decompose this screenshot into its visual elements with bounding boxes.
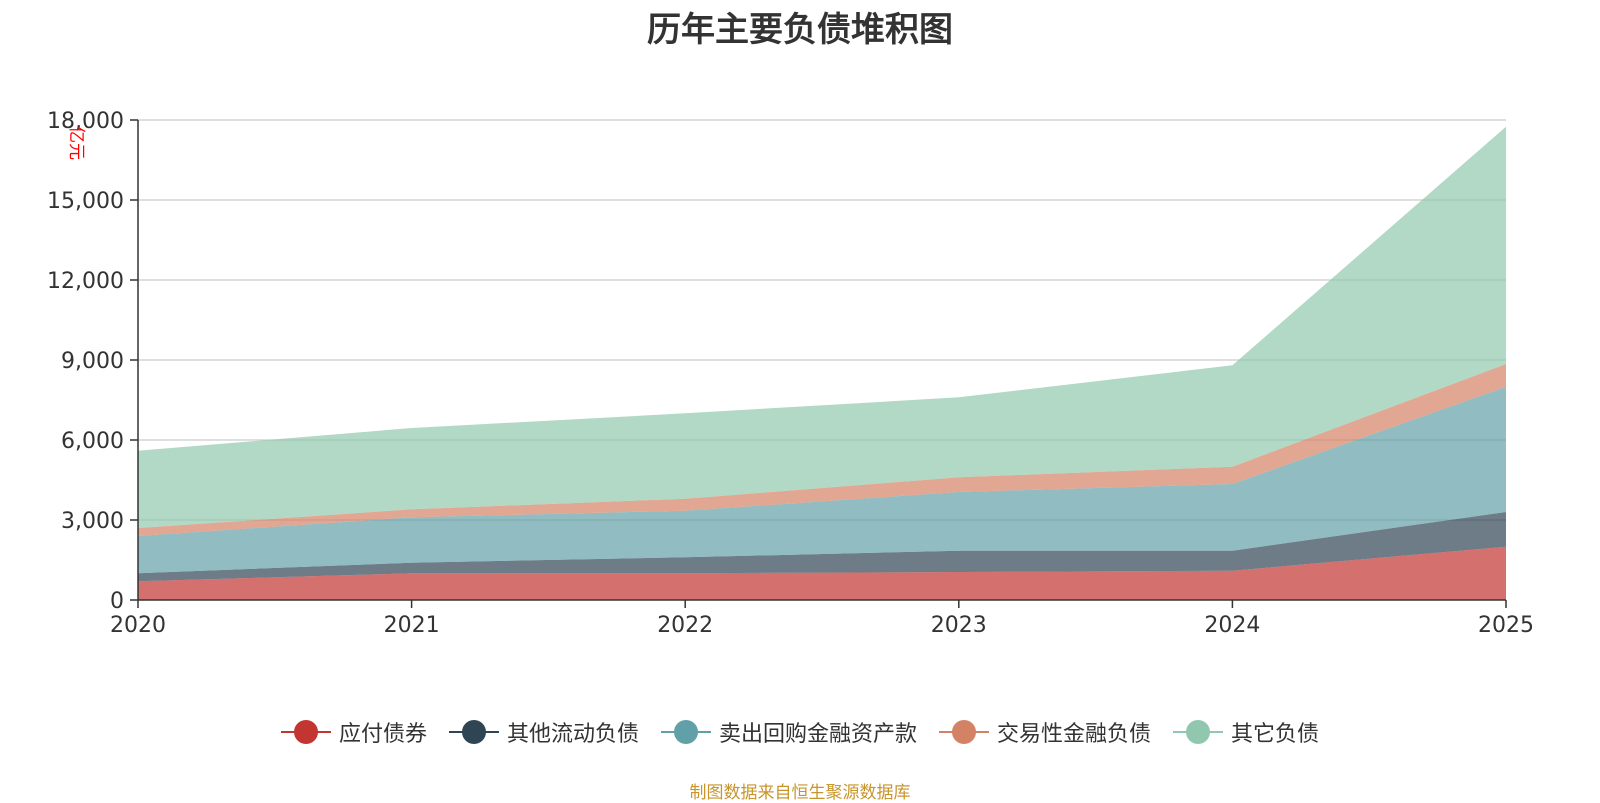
y-tick-label: 12,000 <box>47 269 124 294</box>
legend-label: 其它负债 <box>1231 722 1320 747</box>
axes: 0 3,000 6,000 9,000 12,000 15,000 18,000 2020 20… <box>47 109 1534 638</box>
legend-item[interactable]: 其它负债 <box>1173 716 1319 748</box>
legend-item[interactable]: 交易性金融负债 <box>939 716 1151 748</box>
legend-marker-icon <box>1173 720 1224 744</box>
y-tick-label: 6,000 <box>61 429 124 454</box>
y-tick-label: 9,000 <box>61 349 124 374</box>
legend-label: 交易性金融负债 <box>997 722 1152 747</box>
area-series-1[interactable] <box>138 512 1506 582</box>
legend-item[interactable]: 卖出回购金融资产款 <box>660 716 917 748</box>
x-tick-label: 2022 <box>657 613 713 638</box>
legend-item[interactable]: 其他流动负债 <box>448 716 639 748</box>
y-tick-label: 3,000 <box>61 509 124 534</box>
area-series-4[interactable] <box>138 126 1506 528</box>
legend-marker-icon <box>448 720 499 744</box>
x-tick-label: 2024 <box>1204 613 1260 638</box>
legend: 应付债券 其他流动负债 卖出回购金融资产款 交易性金融负债 其它负债 <box>0 716 1600 748</box>
area-series-0[interactable] <box>138 546 1506 600</box>
legend-marker-icon <box>660 720 711 744</box>
y-tick-label: 15,000 <box>47 189 124 214</box>
legend-marker-icon <box>939 720 989 744</box>
area-series-group <box>138 126 1506 600</box>
area-series-3[interactable] <box>138 364 1506 536</box>
x-tick-label: 2025 <box>1478 613 1534 638</box>
y-tick-label: 18,000 <box>47 109 124 134</box>
x-tick-label: 2020 <box>110 613 166 638</box>
legend-label: 卖出回购金融资产款 <box>718 722 917 747</box>
legend-marker-icon <box>280 720 331 744</box>
x-tick-label: 2021 <box>384 613 440 638</box>
chart-title: 历年主要负债堆积图 <box>647 10 953 50</box>
legend-label: 其他流动负债 <box>506 722 639 747</box>
x-tick-label: 2023 <box>931 613 987 638</box>
y-tick-label: 0 <box>110 589 124 614</box>
legend-label: 应付债券 <box>338 722 427 747</box>
area-series-2[interactable] <box>138 386 1506 574</box>
legend-item[interactable]: 应付债券 <box>280 716 427 748</box>
source-note: 制图数据来自恒生聚源数据库 <box>689 783 911 803</box>
y-axis-unit-label: 亿元 <box>66 126 86 160</box>
